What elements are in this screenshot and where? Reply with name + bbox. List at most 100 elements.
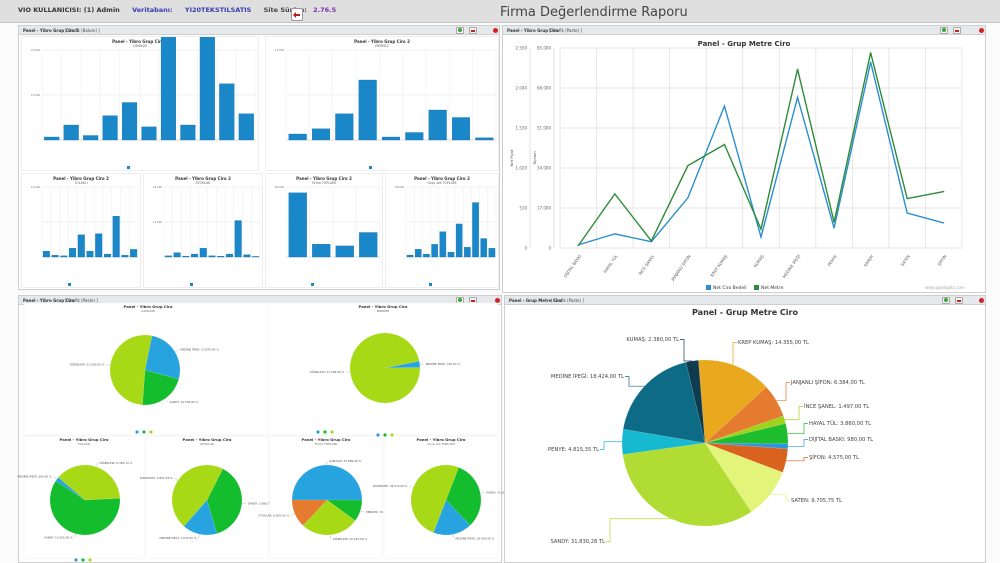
bar [335,245,354,258]
exit-button[interactable] [291,8,303,21]
legend-swatch [429,283,432,286]
print-button[interactable] [955,297,963,304]
user-label: VIO KULLANICISI: (1) Admin [18,6,120,14]
panel-line-chart: Panel - Yibro Grup Ciro [ Grafik (Paste)… [502,25,986,293]
bar [475,137,494,141]
bar [191,253,199,258]
print-button[interactable] [469,297,477,304]
mini-bar-svg: 12.000 [31,185,139,286]
mini-chart-subtitle: MERKEZ [375,44,389,48]
close-icon[interactable] [493,28,498,33]
mini-bar-chart: Panel - Yibro Grup Ciro 2 ÇAMAŞIR 24.000 12… [21,36,259,171]
panel-header: Panel - Yibro Grup Ciro 2 [ Grafik (Bolu… [19,26,499,35]
bar [95,233,103,258]
refresh-button[interactable] [942,297,950,304]
bar [102,115,118,141]
mini-bar-chart: Panel - Yibro Grup Ciro 2 Grup Adı TOPLAM… [385,173,499,288]
mini-chart-title: Panel - Yibro Grup Ciro 2 [53,176,109,181]
version-value: 2.76.5 [313,6,337,14]
panel-title: Panel - Yibro Grup Ciro 2 [23,28,79,33]
bar [381,136,401,141]
bar [199,37,215,141]
bar [225,253,233,258]
legend-swatch [190,283,193,286]
panel-header: Panel - Yibro Grup Ciro [ Grafik (Paste)… [19,296,501,305]
panel-bar-charts: Panel - Yibro Grup Ciro 2 [ Grafik (Bolu… [18,25,500,290]
bar [288,192,307,258]
bar [406,254,414,258]
refresh-button[interactable] [940,27,948,34]
close-icon[interactable] [495,298,500,303]
mini-chart-title: Panel - Yibro Grup Ciro 2 [354,39,410,44]
session-info: VIO KULLANICISI: (1) Admin Veritabanı: Y… [18,6,336,14]
bar [69,248,77,258]
panel-chart-link[interactable]: [ Grafik (Paste) ] [551,298,584,303]
bar [405,132,424,141]
top-bar: VIO KULLANICISI: (1) Admin Veritabanı: Y… [0,0,1000,23]
mini-chart-title: Panel - Yibro Grup Ciro 2 [112,39,168,44]
bar [288,133,307,141]
bar [173,252,181,258]
refresh-button[interactable] [456,297,464,304]
bar [103,253,111,258]
bar [238,113,254,141]
bar [121,255,129,258]
panel-big-pie: Panel - Grup Metre Ciro [ Grafik (Paste)… [504,295,986,563]
close-icon[interactable] [979,298,984,303]
panel-chart-link[interactable]: [ Grafik (Bolum) ] [65,28,100,33]
y-tick: 12.000 [275,48,284,52]
y-tick: 60.000 [275,185,284,189]
panel-chart-link[interactable]: [ Grafik (Paste) ] [549,28,582,33]
mini-bar-svg: 24.000 12.000 [153,185,261,286]
panel-pie-charts: Panel - Yibro Grup Ciro [ Grafik (Paste)… [18,295,502,563]
panel-title: Panel - Grup Metre Ciro [509,298,562,303]
mini-chart-title: Panel - Yibro Grup Ciro 2 [414,176,470,181]
panel-header: Panel - Grup Metre Ciro [ Grafik (Paste)… [505,296,985,305]
version-label: Site Sürüm: [263,6,307,14]
legend-label-net-ciro: Net Ciro Bedeli [713,286,747,291]
bar [358,79,377,141]
bar [312,244,331,258]
close-icon[interactable] [979,28,984,33]
bar [451,117,471,141]
bar [122,102,138,141]
panel-header: Panel - Yibro Grup Ciro [ Grafik (Paste)… [503,26,985,35]
bar [77,234,85,258]
mini-bar-svg: 60.000 [275,185,381,286]
mini-chart-subtitle: STOKLAR [195,181,211,185]
bar [160,37,176,141]
mini-bar-svg: 12.000 [275,48,497,169]
print-button[interactable] [953,27,961,34]
bar [447,251,455,258]
legend-swatch-net-metre [754,285,760,290]
y-tick: 12.000 [153,220,162,224]
bar [472,202,479,258]
bar [439,231,447,258]
print-button[interactable] [469,27,477,34]
y-tick: 12.000 [31,185,40,189]
bar [63,124,79,141]
bar [44,136,60,141]
report-title: Firma Değerlendirme Raporu [500,5,688,20]
bar [112,216,120,258]
bar [51,255,59,258]
mini-bar-chart: Panel - Yibro Grup Ciro 2 STOKLAR 24.000 12… [143,173,263,288]
bar [208,255,216,258]
bar [42,251,50,258]
mini-chart-subtitle: TOLAKLI [74,181,88,185]
bar [480,238,487,258]
y-tick: 24.000 [153,185,162,189]
mini-chart-subtitle: ÇAMAŞIR [132,44,148,48]
legend-swatch [68,283,71,286]
bar [455,223,463,258]
bar [359,232,378,258]
legend-swatch [311,283,314,286]
mini-bar-svg: 24.000 12.000 [31,37,257,169]
refresh-button[interactable] [456,27,464,34]
bar [243,254,251,258]
bar [464,247,471,258]
panel-chart-link[interactable]: [ Grafik (Paste) ] [65,298,98,303]
chart-credit: www.jqwidgets.com [925,285,965,290]
y-tick: 24.000 [31,48,40,52]
bar [199,248,207,258]
